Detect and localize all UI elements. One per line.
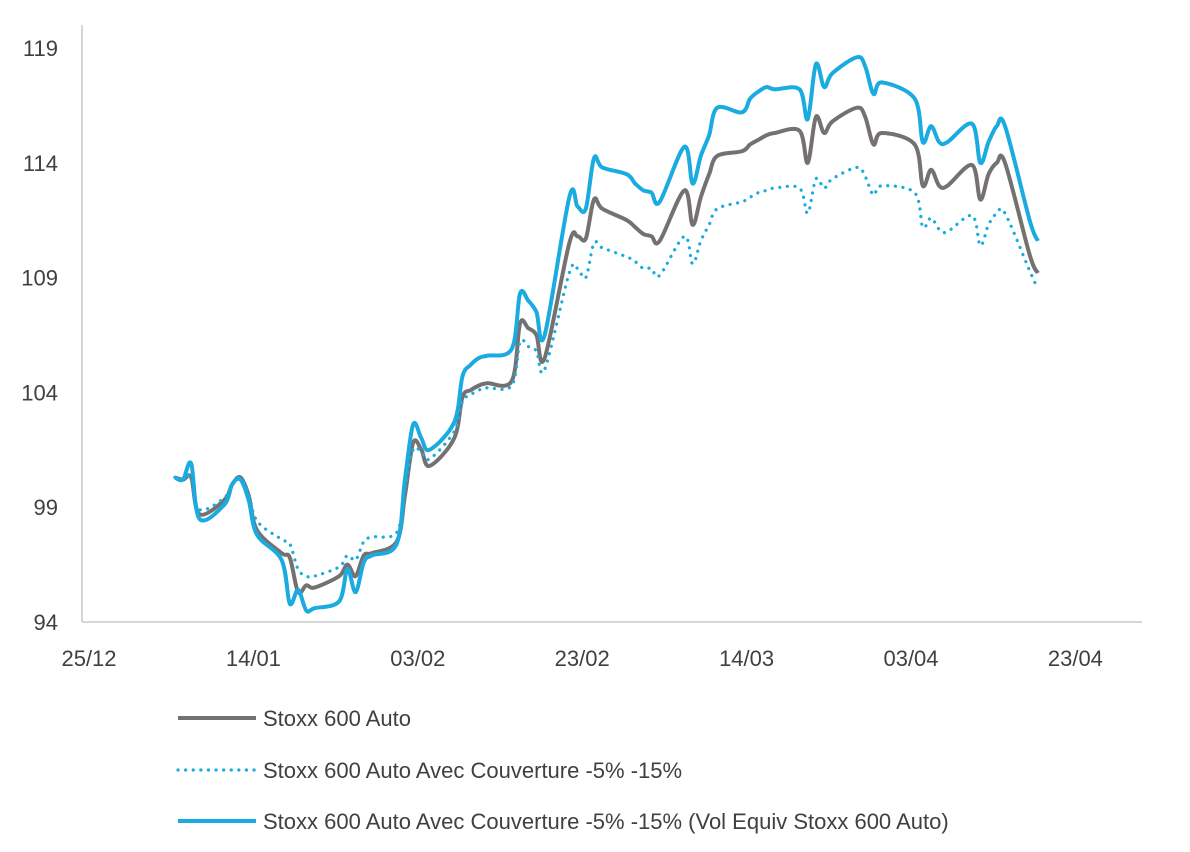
legend: Stoxx 600 Auto Stoxx 600 Auto Avec Couver… [176, 706, 949, 834]
y-tick-label: 114 [23, 151, 58, 176]
x-tick-label: 25/12 [61, 646, 116, 671]
x-tick-label: 23/02 [555, 646, 610, 671]
x-tick-label: 03/04 [883, 646, 938, 671]
series-line-2 [173, 165, 1040, 579]
y-tick-label: 104 [21, 380, 58, 405]
legend-label-3: Stoxx 600 Auto Avec Couverture -5% -15% … [263, 809, 949, 834]
x-tick-label: 23/04 [1048, 646, 1103, 671]
axes: 94 99 104 109 114 119 25/12 14/01 03/02 23/02 14/0… [21, 25, 1142, 671]
y-tick-label: 119 [23, 36, 58, 61]
x-tick-label: 03/02 [390, 646, 445, 671]
series-lines [173, 55, 1040, 614]
series-line-3 [173, 55, 1040, 614]
y-tick-label: 94 [34, 610, 58, 635]
y-tick-label: 99 [34, 495, 58, 520]
y-tick-label: 109 [21, 266, 58, 291]
x-tick-label: 14/01 [226, 646, 281, 671]
legend-label-1: Stoxx 600 Auto [263, 706, 411, 731]
series-line-1 [174, 105, 1040, 596]
x-tick-label: 14/03 [719, 646, 774, 671]
legend-label-2: Stoxx 600 Auto Avec Couverture -5% -15% [263, 758, 682, 783]
